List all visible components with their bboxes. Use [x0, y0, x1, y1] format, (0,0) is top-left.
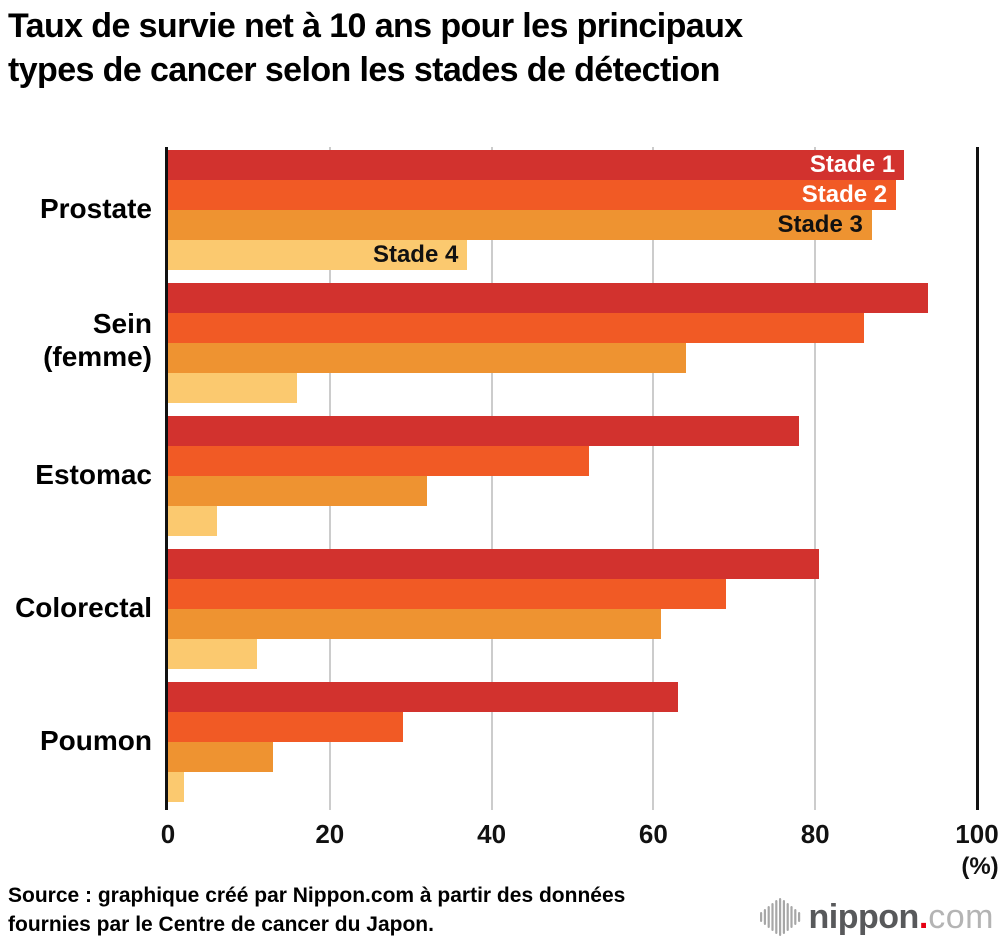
bar-stade-4-prostate: Stade 4	[168, 240, 468, 270]
x-tick-0: 0	[160, 819, 176, 849]
chart-title-line2: types de cancer selon les stades de déte…	[8, 51, 720, 90]
x-tick-40: 40	[477, 819, 507, 849]
bar-stade-1-estomac	[168, 416, 800, 446]
axis-line-100	[975, 147, 979, 810]
bar-stade-4-colorectal	[168, 639, 257, 669]
x-tick-80: 80	[800, 819, 830, 849]
bar-stade-2-estomac	[168, 446, 589, 476]
source-note: Source : graphique créé par Nippon.com à…	[8, 882, 708, 940]
bar-stade-2-sein-femme	[168, 313, 864, 343]
source-line2: fournies par le Centre de cancer du Japo…	[8, 912, 434, 936]
bar-stade-4-sein-femme	[168, 373, 298, 403]
chart-title-line1: Taux de survie net à 10 ans pour les pri…	[8, 7, 743, 45]
legend-label-stade-2: Stade 2	[801, 181, 888, 208]
bar-stade-3-poumon	[168, 742, 274, 772]
category-label-estomac: Estomac	[35, 459, 152, 490]
gridline-80	[814, 147, 817, 810]
bar-stade-1-prostate: Stade 1	[168, 150, 905, 180]
bar-stade-2-colorectal	[168, 579, 727, 609]
x-axis-unit: (%)	[961, 853, 999, 880]
bar-stade-3-colorectal	[168, 609, 662, 639]
plot-area: Stade 1 Stade 2 Stade 3 Stade 4	[165, 147, 979, 810]
axis-line-0	[165, 147, 168, 810]
legend-label-stade-4: Stade 4	[372, 241, 459, 268]
logo-text-nippon: nippon	[808, 897, 920, 936]
x-tick-100: 100	[955, 819, 999, 849]
category-label-poumon: Poumon	[40, 725, 152, 756]
logo-text-com: com	[928, 897, 994, 936]
bar-stade-1-poumon	[168, 682, 678, 712]
bar-stade-3-sein-femme	[168, 343, 686, 373]
bar-stade-1-colorectal	[168, 549, 820, 579]
bar-stade-3-prostate: Stade 3	[168, 210, 872, 240]
x-tick-60: 60	[638, 819, 668, 849]
source-line1: Source : graphique créé par Nippon.com à…	[8, 884, 626, 907]
bar-stade-3-estomac	[168, 476, 427, 506]
bar-stade-2-poumon	[168, 712, 403, 742]
gridline-40	[490, 147, 493, 810]
bar-stade-1-sein-femme	[168, 283, 929, 313]
category-label-colorectal: Colorectal	[15, 592, 152, 623]
logo-dot: .	[918, 897, 929, 936]
soundwave-icon	[759, 898, 800, 936]
bar-stade-4-poumon	[168, 772, 185, 802]
category-label-sein-femme: Sein (femme)	[43, 308, 152, 373]
x-tick-20: 20	[315, 819, 345, 849]
nippon-logo: nippon. com	[759, 894, 994, 940]
gridline-60	[652, 147, 655, 810]
legend-label-stade-1: Stade 1	[809, 151, 896, 178]
bar-stade-2-prostate: Stade 2	[168, 180, 897, 210]
bar-stade-4-estomac	[168, 506, 217, 536]
chart-title: Taux de survie net à 10 ans pour les pri…	[8, 4, 968, 92]
legend-label-stade-3: Stade 3	[777, 211, 863, 238]
category-label-prostate: Prostate	[39, 193, 152, 224]
bar-chart: Stade 1 Stade 2 Stade 3 Stade 4 Prostate Sei…	[0, 147, 1000, 887]
